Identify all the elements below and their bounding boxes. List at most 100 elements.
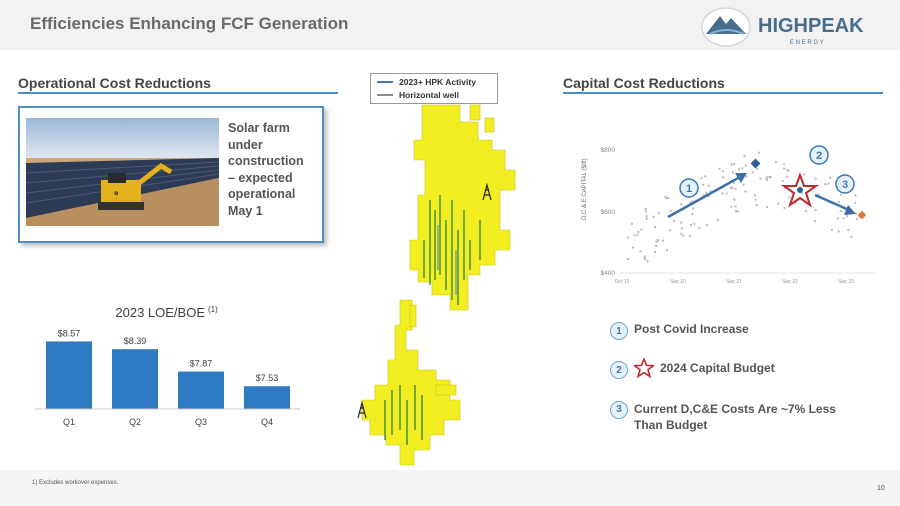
- capital-scatter-point: [665, 249, 668, 252]
- capital-scatter-point: [733, 182, 736, 185]
- capital-scatter-point: [745, 175, 748, 178]
- capital-scatter-point: [751, 171, 754, 174]
- capital-scatter-point: [702, 194, 705, 197]
- capital-scatter-point: [716, 219, 719, 222]
- svg-text:⚙: ⚙: [114, 191, 119, 197]
- loe-bar-q3: [178, 371, 224, 409]
- capital-scatter-point: [644, 210, 647, 213]
- bullet-post-covid: 1 Post Covid Increase: [610, 322, 890, 340]
- loe-category-label: Q3: [195, 417, 207, 427]
- bullet-current-costs: 3 Current D,C&E Costs Are ~7% Less Than …: [610, 401, 890, 433]
- capital-scatter-point: [855, 218, 858, 220]
- capital-scatter-point: [837, 201, 840, 203]
- capital-scatter-point: [850, 236, 853, 238]
- budget-point: [797, 187, 803, 193]
- capital-x-tick: Sep 21: [726, 279, 742, 285]
- capital-scatter-point: [730, 186, 733, 189]
- capital-scatter-point: [691, 200, 694, 203]
- number-badge-2: 2: [610, 361, 628, 379]
- increase-arrow: [667, 175, 741, 219]
- legend-label-hpk: 2023+ HPK Activity: [399, 77, 476, 87]
- capital-scatter-point: [777, 202, 780, 205]
- capital-scatter-point: [744, 190, 747, 193]
- mountain-logo-icon: [706, 16, 746, 34]
- loe-boe-chart: 2023 LOE/BOE (1) $8.57 Q1 $8.39 Q2 $7.87 Q3 $7…: [35, 305, 300, 427]
- bullet-list: 1 Post Covid Increase 2 2024 Capital Bud…: [610, 322, 890, 433]
- capital-scatter-point: [702, 183, 704, 186]
- capital-scatter-point: [707, 195, 710, 197]
- legend-item-hpk-activity: 2023+ HPK Activity: [377, 77, 476, 87]
- company-logo: HIGHPEAK E N E R G Y: [698, 4, 898, 50]
- capital-scatter-point: [794, 201, 797, 204]
- loe-data-label: $7.53: [256, 373, 279, 383]
- northern-well-streaks: [423, 195, 481, 305]
- capital-x-tick: Sep 20: [670, 279, 686, 285]
- bullet-text-3: Current D,C&E Costs Are ~7% Less Than Bu…: [634, 402, 836, 432]
- capital-scatter-point: [766, 206, 769, 209]
- capital-scatter-point: [700, 177, 703, 180]
- capital-scatter-point: [725, 192, 728, 195]
- capital-scatter-point: [732, 171, 734, 174]
- post-covid-point: [750, 158, 761, 169]
- operational-cost-heading: Operational Cost Reductions: [18, 75, 211, 91]
- budget-star-icon: [780, 172, 820, 208]
- southern-acreage: [361, 299, 461, 466]
- capital-scatter-point: [632, 246, 635, 249]
- capital-scatter-point: [742, 183, 745, 186]
- legend-label-horizontal: Horizontal well: [399, 90, 459, 100]
- solar-farm-caption: Solar farm under construction – expected…: [228, 121, 304, 218]
- capital-scatter-point: [706, 224, 709, 227]
- capital-scatter-point: [698, 227, 701, 230]
- capital-scatter-point: [788, 196, 791, 199]
- capital-x-tick: Oct 19: [615, 279, 630, 285]
- capital-y-tick: $400: [601, 270, 616, 277]
- bullet-text-1: Post Covid Increase: [634, 322, 749, 336]
- capital-scatter-point: [839, 210, 842, 213]
- capital-scatter-point: [734, 187, 737, 190]
- footer-band: [0, 470, 900, 506]
- decrease-arrow: [814, 193, 850, 212]
- capital-scatter-point: [640, 228, 643, 231]
- callout-number: 1: [686, 183, 692, 195]
- loe-category-label: Q2: [129, 417, 141, 427]
- legend-item-horizontal-well: Horizontal well: [377, 90, 459, 100]
- southern-well-streaks: [384, 385, 423, 445]
- capital-scatter-point: [654, 226, 656, 228]
- capital-scatter-point: [639, 250, 642, 253]
- capital-scatter-point: [766, 178, 768, 181]
- capital-scatter-point: [680, 221, 683, 224]
- capital-scatter-point: [768, 175, 771, 178]
- loe-data-label: $8.39: [124, 336, 147, 346]
- capital-scatter-point: [774, 160, 777, 163]
- capital-scatter-point: [644, 257, 647, 260]
- capital-scatter-point: [765, 177, 768, 180]
- capital-scatter-point: [664, 195, 667, 198]
- capital-scatter-point: [730, 205, 733, 208]
- capital-scatter-point: [756, 167, 759, 170]
- capital-scatter-point: [755, 204, 758, 206]
- loe-category-label: Q1: [63, 417, 75, 427]
- capital-scatter-point: [657, 211, 660, 214]
- loe-data-label: $8.57: [58, 328, 81, 338]
- capital-scatter-point: [721, 170, 724, 173]
- capital-scatter-point: [680, 227, 683, 230]
- capital-scatter-point: [738, 168, 740, 171]
- northern-well-streaks-blue: [437, 225, 457, 295]
- loe-chart-title: 2023 LOE/BOE: [115, 305, 205, 320]
- capital-scatter-point: [626, 236, 629, 239]
- capital-scatter-point: [692, 207, 695, 210]
- capital-scatter-point: [656, 239, 659, 242]
- legend-line-horizontal: [377, 94, 393, 96]
- callout-badge-2: [809, 145, 829, 165]
- capital-scatter-point: [693, 222, 696, 225]
- capital-scatter-point: [782, 163, 785, 166]
- callout-badge-1: [679, 178, 699, 198]
- capital-scatter-point: [655, 244, 657, 247]
- capital-scatter-point: [836, 217, 839, 220]
- capital-scatter-point: [645, 215, 648, 218]
- capital-scatter-point: [805, 209, 808, 212]
- capital-scatter-point: [786, 175, 789, 178]
- capital-scatter-point: [840, 193, 843, 196]
- increase-arrowhead: [735, 173, 747, 183]
- capital-scatter-point: [704, 175, 707, 178]
